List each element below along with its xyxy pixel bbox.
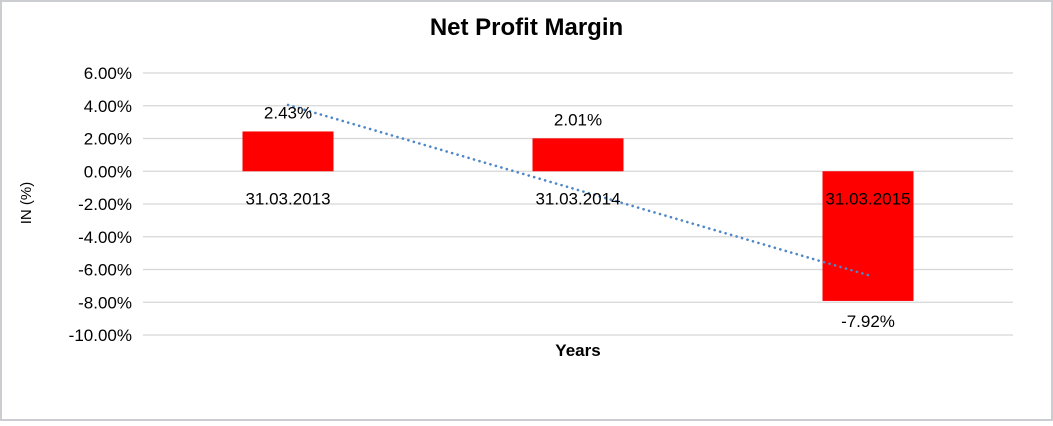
category-label: 31.03.2013 bbox=[245, 189, 330, 208]
chart-title: Net Profit Margin bbox=[429, 14, 624, 41]
category-label: 31.03.2014 bbox=[535, 189, 620, 208]
data-label: -7.92% bbox=[841, 312, 895, 331]
data-label: 2.01% bbox=[554, 110, 602, 129]
bar bbox=[532, 138, 624, 172]
y-tick-label: -8.00% bbox=[78, 293, 132, 312]
bar bbox=[242, 131, 334, 172]
y-tick-label: 2.00% bbox=[84, 130, 132, 149]
y-tick-label: 0.00% bbox=[84, 162, 132, 181]
x-axis-title: Years bbox=[555, 341, 601, 360]
y-tick-label: -10.00% bbox=[69, 326, 132, 345]
y-tick-label: 4.00% bbox=[84, 97, 132, 116]
y-tick-label: 6.00% bbox=[84, 64, 132, 83]
bar bbox=[822, 171, 914, 301]
y-tick-label: -4.00% bbox=[78, 228, 132, 247]
y-tick-label: -6.00% bbox=[78, 261, 132, 280]
trendline bbox=[286, 103, 870, 277]
y-tick-label: -2.00% bbox=[78, 195, 132, 214]
data-label: 2.43% bbox=[264, 103, 312, 122]
category-label: 31.03.2015 bbox=[825, 189, 910, 208]
